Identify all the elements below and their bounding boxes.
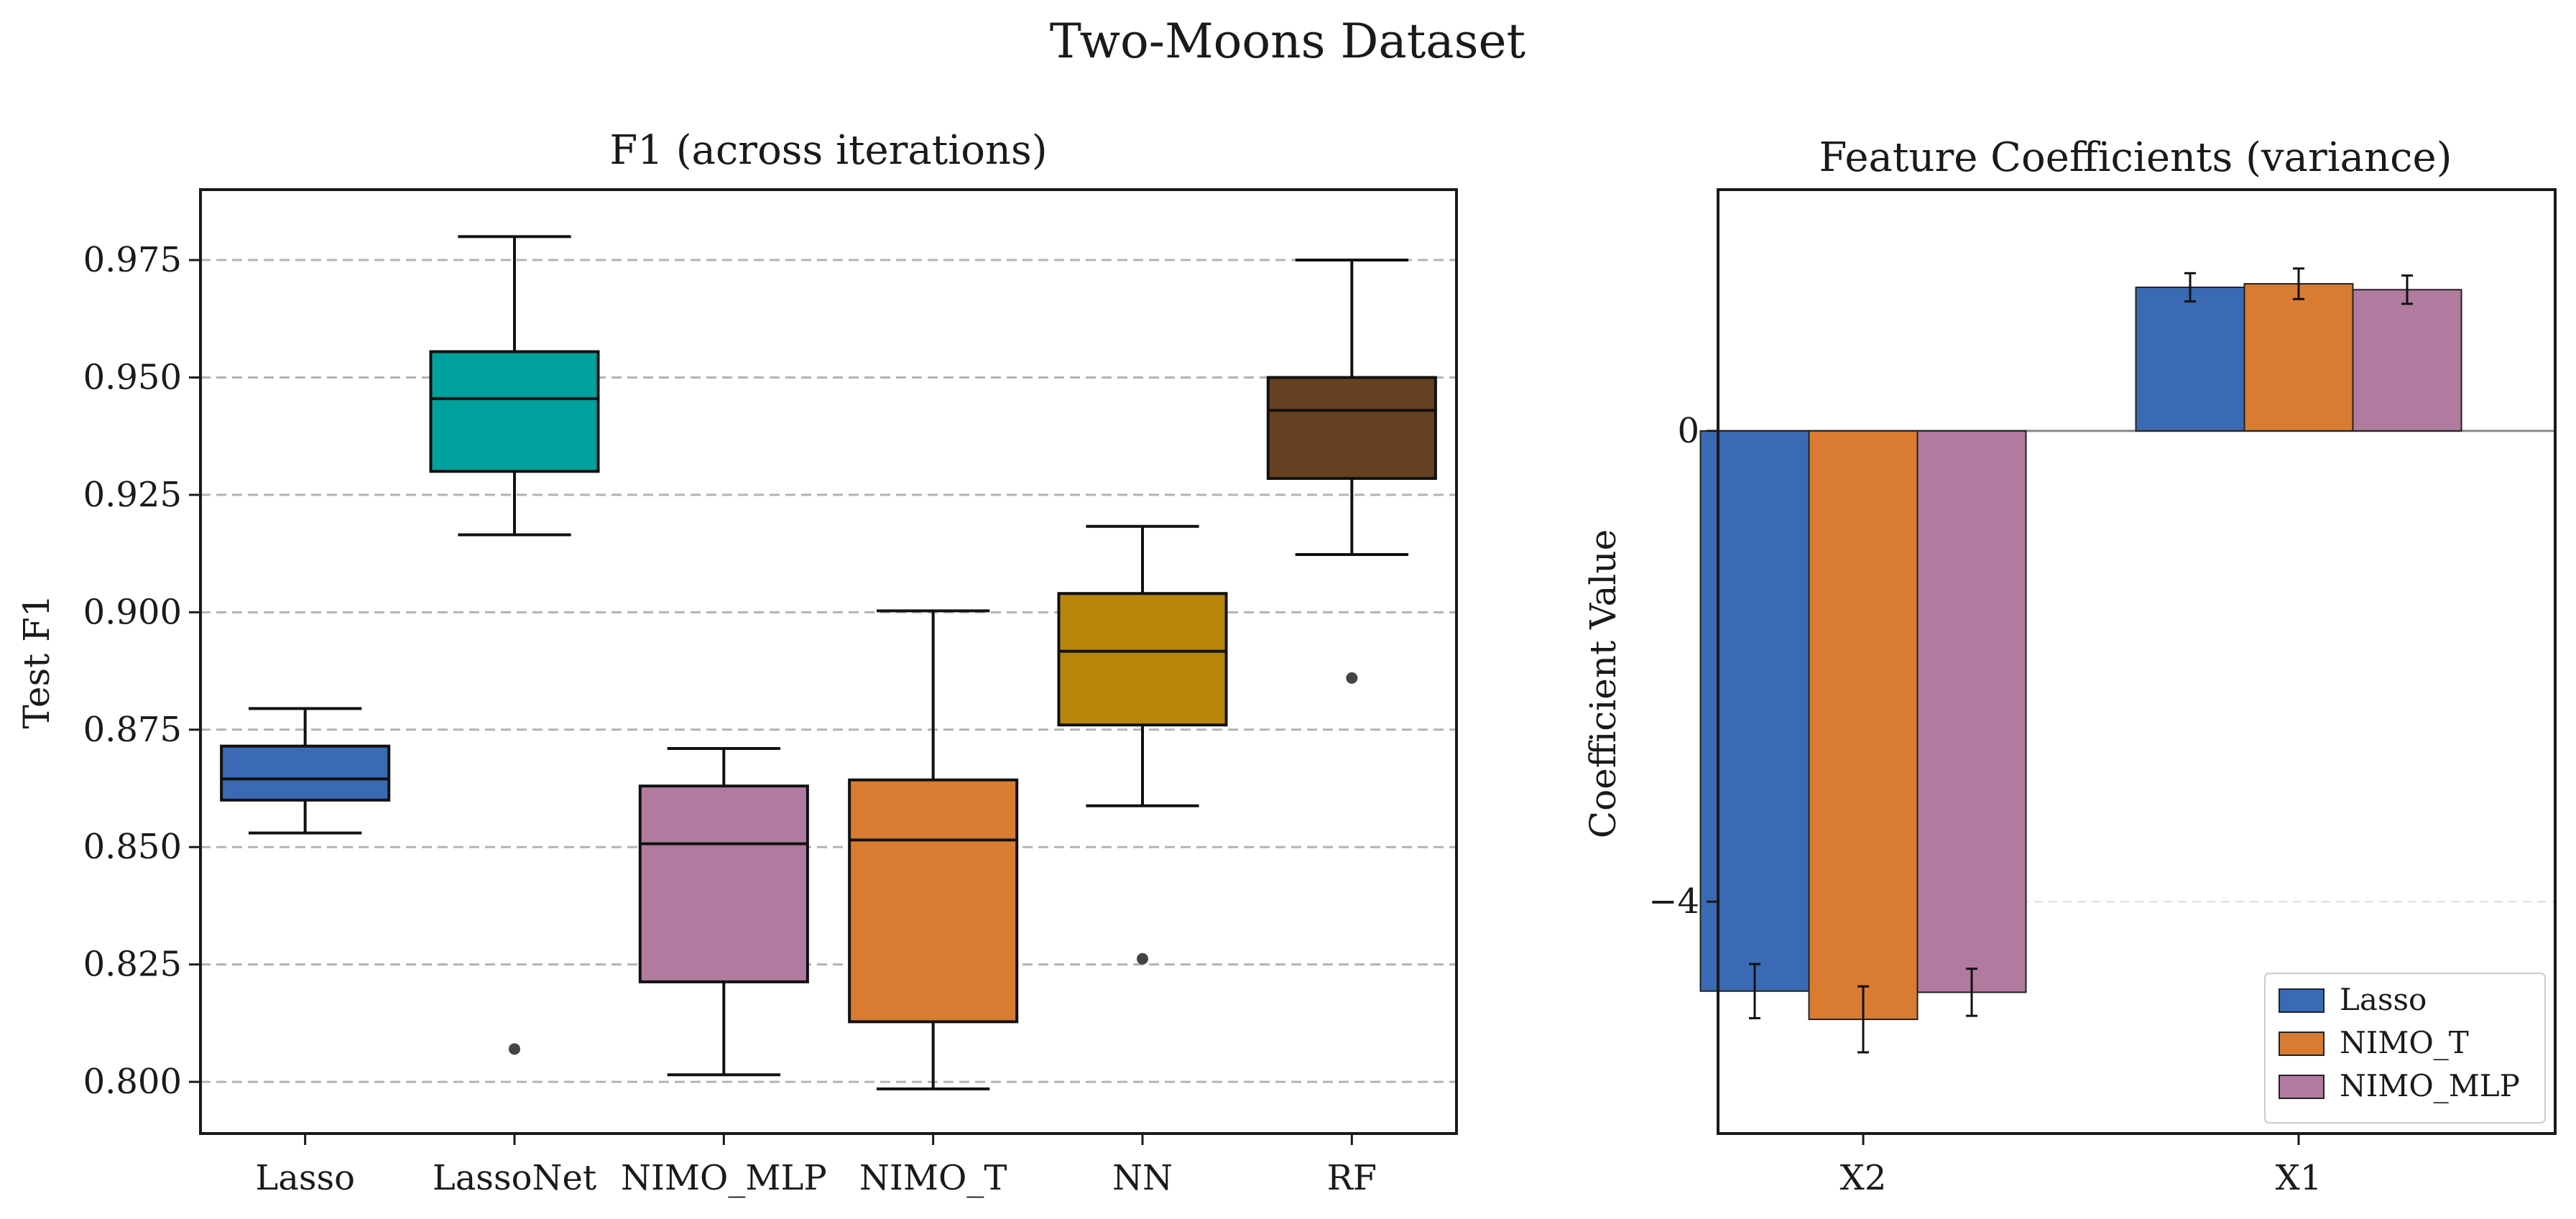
- boxplot-y-tick-label: 0.800: [83, 1062, 182, 1102]
- boxplot-title: F1 (across iterations): [609, 127, 1047, 174]
- box-nimo-t: [848, 609, 1019, 1090]
- bar: [2135, 286, 2245, 432]
- legend-label: NIMO_MLP: [2340, 1068, 2520, 1103]
- boxplot-x-tick-label: NN: [1112, 1158, 1173, 1198]
- coefficients-bar-panel: Feature Coefficients (variance) 0 −4 X2 X1…: [1582, 134, 2557, 1198]
- box-lasso: [220, 707, 391, 835]
- boxplot-y-axis: 0.800 0.825 0.850 0.875 0.900 0.925 0.950 0.975: [83, 240, 200, 1102]
- figure-title: Two-Moons Dataset: [1050, 14, 1525, 69]
- bar: [1808, 430, 1919, 1021]
- bar-y-tick-label: 0: [1677, 411, 1699, 451]
- boxplot-frame: [199, 188, 1458, 1135]
- boxplot-x-tick-label: NIMO_T: [859, 1158, 1007, 1198]
- box-iqr: [220, 744, 391, 802]
- box-lassonet: [429, 235, 600, 1055]
- bar-y-axis: 0 −4: [1648, 411, 1718, 922]
- bar-legend: Lasso NIMO_T NIMO_MLP: [2264, 973, 2546, 1123]
- bar-y-label: Coefficient Value: [1582, 529, 1624, 838]
- legend-frame: [2264, 973, 2546, 1123]
- boxplot-y-tick-label: 0.825: [83, 945, 182, 985]
- bar-x-axis: X2 X1: [1840, 1134, 2322, 1198]
- boxplot-x-tick-label: NIMO_MLP: [621, 1158, 827, 1198]
- box-iqr: [638, 784, 809, 983]
- boxplot-x-tick-label: LassoNet: [433, 1158, 596, 1198]
- bar: [1916, 430, 2027, 993]
- bar-series-nimo-t: [1808, 267, 2354, 1054]
- bar-x-tick-label: X2: [1840, 1158, 1887, 1198]
- boxplot-y-tick-label: 0.850: [83, 827, 182, 867]
- box-nn: [1057, 524, 1228, 965]
- boxplot-x-axis: Lasso LassoNet NIMO_MLP NIMO_T NN RF: [255, 1134, 1377, 1198]
- boxplot-x-tick-label: Lasso: [255, 1158, 355, 1198]
- boxplot-y-tick-label: 0.950: [83, 357, 182, 397]
- box-iqr: [848, 778, 1019, 1024]
- legend-swatch: [2279, 1032, 2325, 1056]
- box-outlier: [1137, 953, 1148, 965]
- box-nimo-mlp: [638, 746, 809, 1077]
- boxplot-x-tick-label: RF: [1327, 1158, 1377, 1198]
- boxplot-y-tick-label: 0.975: [83, 240, 182, 280]
- bar-series-nimo-mlp: [1916, 274, 2462, 1017]
- legend-swatch: [2279, 988, 2325, 1013]
- bar-x-tick-label: X1: [2276, 1158, 2322, 1198]
- legend-label: NIMO_T: [2340, 1025, 2469, 1060]
- box-iqr: [429, 350, 600, 473]
- box-iqr: [1057, 592, 1228, 727]
- box-rf: [1266, 259, 1437, 684]
- bar: [2243, 283, 2354, 432]
- boxplot-y-tick-label: 0.900: [83, 592, 182, 632]
- box-outlier: [1346, 672, 1358, 684]
- legend-swatch: [2279, 1075, 2325, 1099]
- bar-title: Feature Coefficients (variance): [1819, 134, 2452, 181]
- boxplot-y-tick-label: 0.875: [83, 710, 182, 750]
- box-outlier: [509, 1043, 520, 1055]
- boxplot-y-tick-label: 0.925: [83, 475, 182, 515]
- boxplot-y-label: Test F1: [16, 594, 57, 728]
- f1-boxplot-panel: F1 (across iterations) 0.8000.8250.8500.…: [16, 127, 1458, 1198]
- bar-frame: [1717, 188, 2557, 1135]
- boxplot-boxes: [220, 235, 1437, 1090]
- bar: [2352, 289, 2462, 432]
- box-iqr: [1266, 376, 1437, 481]
- legend-label: Lasso: [2340, 982, 2427, 1017]
- bar-series: [1699, 267, 2462, 1054]
- bar-y-tick-label: −4: [1648, 881, 1699, 922]
- boxplot-gridlines: [200, 259, 1456, 1083]
